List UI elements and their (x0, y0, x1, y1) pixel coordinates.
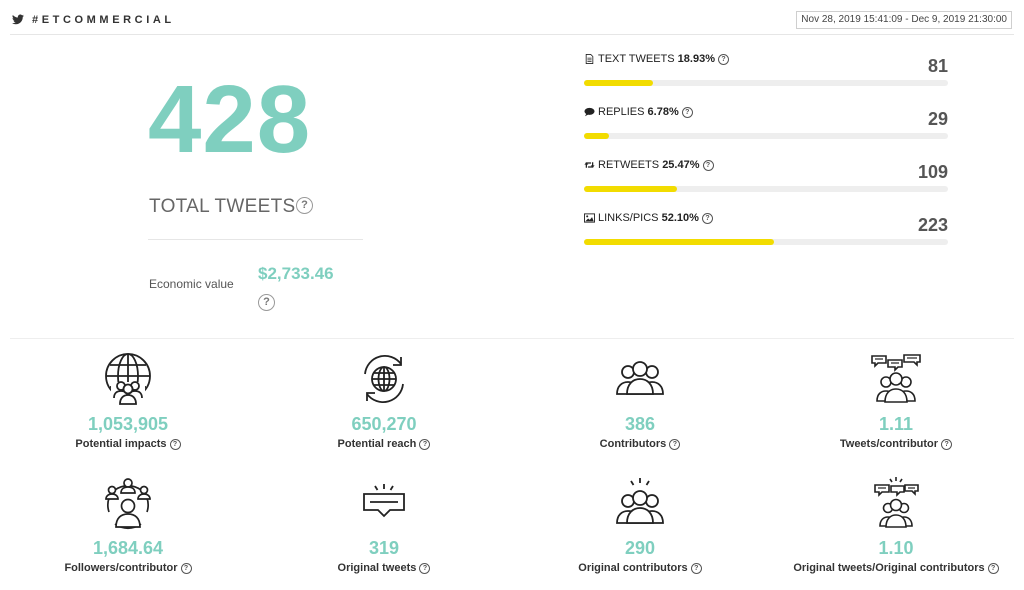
globe-group-icon (105, 353, 151, 406)
retweet-icon (584, 162, 595, 168)
breakdown-bar-fill (584, 239, 774, 245)
breakdown-count: 81 (927, 56, 948, 76)
help-icon[interactable]: ? (987, 562, 999, 574)
stat-tweets-per-contributor: 1.11 Tweets/contributor ? (768, 352, 1024, 450)
help-icon[interactable]: ? (681, 106, 693, 118)
breakdown-bar-fill (584, 186, 677, 192)
help-icon[interactable]: ? (701, 212, 713, 224)
help-icon[interactable]: ? (419, 438, 431, 450)
breakdown-label: RETWEETS 25.47% ? (598, 159, 714, 171)
stat-label: Followers/contributor ? (0, 562, 256, 574)
chat-icon (584, 107, 595, 117)
breakdown-label: LINKS/PICS 52.10% ? (598, 212, 713, 224)
summary-divider (148, 239, 363, 240)
help-icon[interactable]: ? (669, 438, 681, 450)
economic-value: $2,733.46 (258, 264, 334, 283)
twitter-icon (12, 14, 24, 25)
stat-label: Original tweets/Original contributors ? (768, 562, 1024, 574)
breakdown-count: 109 (917, 162, 948, 182)
group-speech-icon (871, 354, 921, 403)
section-divider (10, 338, 1014, 339)
stat-contributors: 386 Contributors ? (512, 352, 768, 450)
document-icon (585, 54, 594, 64)
stat-value: 650,270 (351, 414, 417, 434)
economic-value-help-icon[interactable]: ? (258, 294, 275, 311)
tweet-type-breakdown: TEXT TWEETS 18.93% ? 81 REPLIES 6.78% ? … (584, 50, 948, 262)
image-icon (584, 213, 595, 223)
breakdown-row-retweets: RETWEETS 25.47% ? 109 (584, 156, 948, 209)
help-icon[interactable]: ? (718, 53, 730, 65)
group-spark-icon (616, 478, 664, 524)
stat-potential-impacts: 1,053,905 Potential impacts ? (0, 352, 256, 450)
help-icon[interactable]: ? (180, 562, 192, 574)
header-bar: #ETCOMMERCIAL Nov 28, 2019 15:41:09 - De… (10, 8, 1014, 35)
stat-followers-per-contributor: 1,684.64 Followers/contributor ? (0, 476, 256, 574)
help-icon[interactable]: ? (690, 562, 702, 574)
breakdown-bar-track (584, 133, 948, 139)
person-speech-spark-icon (874, 477, 919, 528)
help-icon[interactable]: ? (702, 159, 714, 171)
stat-label: Original tweets ? (256, 562, 512, 574)
stat-value: 1,684.64 (92, 538, 164, 558)
help-icon[interactable]: ? (169, 438, 181, 450)
stat-label: Contributors ? (512, 438, 768, 450)
stat-label: Original contributors ? (512, 562, 768, 574)
stat-original-contributors: 290 Original contributors ? (512, 476, 768, 574)
breakdown-bar-fill (584, 80, 653, 86)
breakdown-bar-track (584, 239, 948, 245)
globe-cycle-icon (364, 354, 404, 404)
stat-label: Potential reach ? (256, 438, 512, 450)
help-icon[interactable]: ? (419, 562, 431, 574)
breakdown-bar-track (584, 80, 948, 86)
breakdown-label: TEXT TWEETS 18.93% ? (598, 53, 730, 65)
breakdown-row-replies: REPLIES 6.78% ? 29 (584, 103, 948, 156)
breakdown-bar-track (584, 186, 948, 192)
breakdown-label: REPLIES 6.78% ? (598, 106, 693, 118)
total-tweets-value: 428 (148, 66, 312, 173)
total-tweets-help-icon[interactable]: ? (296, 197, 313, 214)
help-icon[interactable]: ? (941, 438, 953, 450)
stat-original-tweets-per-original-contributors: 1.10 Original tweets/Original contributo… (768, 476, 1024, 574)
breakdown-bar-fill (584, 133, 609, 139)
stat-value: 290 (624, 538, 656, 558)
group-icon (616, 361, 664, 395)
stat-original-tweets: 319 Original tweets ? (256, 476, 512, 574)
breakdown-count: 29 (927, 109, 948, 129)
stat-value: 1.10 (878, 538, 914, 558)
network-icon (105, 478, 151, 530)
stat-value: 386 (624, 414, 656, 434)
stat-value: 1.11 (878, 414, 914, 434)
total-tweets-label: TOTAL TWEETS (149, 196, 296, 217)
breakdown-row-text-tweets: TEXT TWEETS 18.93% ? 81 (584, 50, 948, 103)
breakdown-row-links-pics: LINKS/PICS 52.10% ? 223 (584, 209, 948, 262)
stat-value: 1,053,905 (87, 414, 169, 434)
message-icon (363, 484, 405, 518)
stat-label: Tweets/contributor ? (768, 438, 1024, 450)
economic-value-label: Economic value (149, 277, 234, 291)
stat-label: Potential impacts ? (0, 438, 256, 450)
hashtag-title: #ETCOMMERCIAL (32, 14, 175, 26)
stat-value: 319 (368, 538, 400, 558)
date-range-input[interactable]: Nov 28, 2019 15:41:09 - Dec 9, 2019 21:3… (796, 11, 1012, 29)
stat-potential-reach: 650,270 Potential reach ? (256, 352, 512, 450)
breakdown-count: 223 (917, 215, 948, 235)
